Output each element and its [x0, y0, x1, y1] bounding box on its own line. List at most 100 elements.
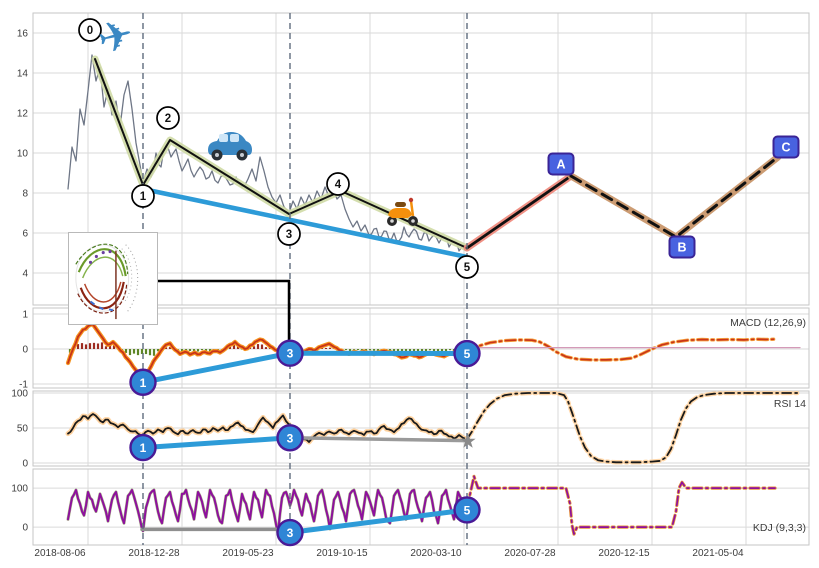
macd-histogram-bar: [112, 345, 116, 349]
macd-histogram-bar: [324, 347, 328, 349]
macd-histogram-bar: [192, 348, 196, 352]
macd-histogram-bar: [140, 348, 144, 354]
macd-histogram-bar: [132, 348, 136, 354]
macd-histogram-bar: [144, 348, 148, 355]
butterfly-pattern-inset: [68, 232, 158, 325]
kdj-kdj-projection: [465, 474, 777, 536]
butterfly-pattern-drawing: [75, 243, 139, 320]
rsi-rsi-projection: [466, 392, 801, 464]
tick-label: 2021-05-04: [692, 548, 744, 559]
macd-macd-line: [67, 323, 468, 378]
tick-label: 2020-07-28: [504, 548, 556, 559]
macd-histogram-bar: [148, 348, 152, 356]
projection-box-C: [772, 135, 800, 159]
macd-histogram-bar: [328, 347, 332, 349]
price-spine: [32, 12, 810, 306]
macd-histogram-bar: [124, 348, 128, 353]
tick-label: 2019-10-15: [316, 548, 368, 559]
macd-histogram-bar: [96, 343, 100, 349]
wave-point-circle-5: [455, 255, 479, 279]
macd-macd-projection: [466, 338, 775, 361]
tick-label: 5: [464, 347, 471, 361]
tick-label: 12: [17, 109, 29, 120]
macd-histogram-bar: [436, 348, 440, 353]
macd-histogram-bar: [236, 346, 240, 349]
tick-label: B: [677, 241, 686, 255]
scooter-icon: [387, 197, 418, 226]
macd-histogram-bar: [180, 348, 184, 352]
wave-point-circle-4: [326, 172, 350, 196]
tick-label: 5: [464, 503, 471, 517]
kdj-panel: 100 0: [11, 468, 810, 546]
macd-histogram-bar: [264, 347, 268, 349]
macd-histogram-bar: [84, 344, 88, 349]
macd-histogram-bar: [432, 348, 436, 352]
price-projection-A-B-C: [569, 155, 780, 239]
tick-label: -1: [19, 380, 28, 391]
price-trendline-1-5: [140, 186, 470, 260]
macd-histogram-bar: [168, 347, 172, 349]
macd-histogram-bar: [104, 346, 108, 349]
macd-histogram-bar: [228, 346, 232, 349]
tick-label: 8: [22, 189, 28, 200]
kdj-marker-3: [276, 518, 304, 547]
tick-label: 0: [22, 523, 28, 534]
macd-histogram-bar: [424, 348, 428, 353]
macd-histogram-bar: [372, 348, 376, 351]
kdj-marker-5: [453, 496, 481, 524]
rsi-marker-1: [129, 433, 157, 462]
macd-histogram-bar: [92, 342, 96, 349]
tick-label: 0: [87, 25, 93, 37]
macd-histogram-bar: [352, 348, 356, 350]
macd-histogram-bar: [88, 343, 92, 349]
projection-box-B: [668, 235, 696, 259]
macd-histogram-bar: [76, 344, 80, 349]
tick-label: 1: [22, 309, 28, 320]
macd-histogram-bar: [136, 348, 140, 356]
macd-histogram-bar: [204, 348, 208, 352]
macd-histogram-bar: [200, 348, 204, 351]
tick-label: 100: [11, 389, 28, 400]
macd-histogram-bar: [400, 348, 404, 353]
kdj-spine: [32, 468, 810, 546]
macd-histogram-bar: [364, 348, 368, 351]
tick-label: 3: [287, 347, 294, 361]
tick-label: 100: [11, 484, 28, 495]
rsi-panel: 100 50 0: [11, 389, 810, 469]
tick-label: 3: [286, 229, 292, 241]
rsi-star-marker: [460, 433, 476, 448]
rsi-marker-3: [276, 424, 304, 452]
tick-label: C: [781, 141, 790, 155]
rsi-spine: [32, 390, 810, 467]
tick-label: 2018-12-28: [128, 548, 180, 559]
macd-histogram-bar: [376, 348, 380, 351]
macd-macd-projection: [465, 337, 776, 362]
tick-label: 0: [22, 344, 28, 355]
kdj-kdj-projection: [466, 475, 776, 535]
macd-histogram-bar: [348, 348, 352, 353]
macd-histogram-bar: [408, 348, 412, 353]
macd-panel-label: MACD (12,26,9): [730, 317, 806, 329]
macd-histogram-bar: [392, 348, 396, 353]
macd-histogram-bar: [344, 348, 348, 350]
wave-point-circle-2: [156, 106, 180, 130]
macd-spine: [32, 307, 810, 389]
macd-histogram-bar: [412, 348, 416, 352]
macd-marker-3: [276, 339, 304, 367]
rsi-trendline-1-3: [140, 435, 293, 451]
wave-point-circle-1: [131, 184, 155, 208]
tick-label: 4: [22, 269, 28, 280]
tick-label: 4: [335, 179, 342, 191]
kdj-kdj-line: [67, 489, 468, 534]
tick-label: 50: [17, 424, 29, 435]
macd-histogram-bar: [68, 348, 72, 353]
kdj-trendline-3-5: [287, 507, 470, 535]
rsi-flat-gray-line: [288, 436, 468, 443]
tick-label: 1: [140, 376, 147, 390]
tick-label: 6: [22, 229, 28, 240]
macd-histogram-bar: [80, 343, 84, 349]
macd-histogram-bar: [196, 348, 200, 352]
macd-marker-5: [453, 339, 481, 368]
macd-histogram-bar: [260, 344, 264, 349]
